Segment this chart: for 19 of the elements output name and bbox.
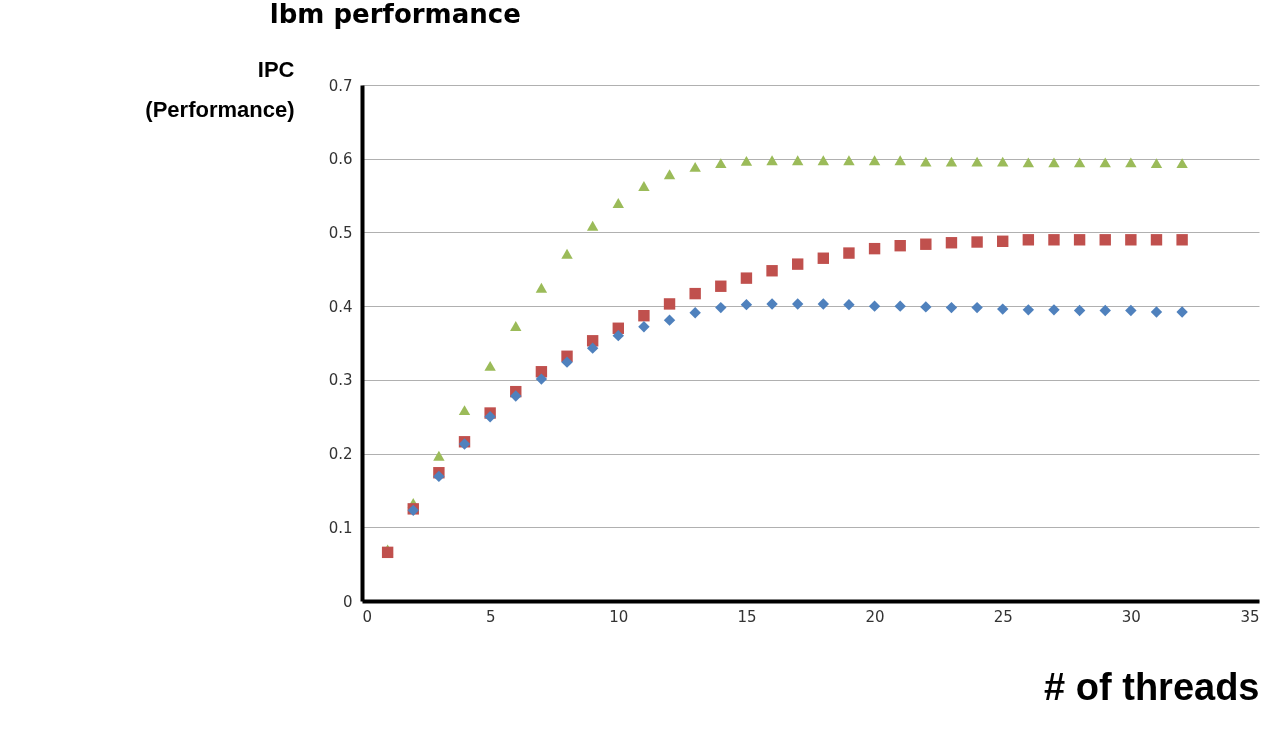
x-tick-label: 10: [609, 607, 629, 626]
y-tick-label: 0.1: [328, 518, 353, 537]
y-tick-label: 0.2: [328, 445, 353, 464]
x-tick-label: 0: [362, 607, 373, 626]
y-tick-label: 0.4: [328, 297, 353, 316]
y-axis-title: IPC (Performance): [145, 56, 295, 122]
x-tick-label: 30: [1121, 607, 1141, 626]
x-tick-label: 5: [485, 607, 496, 626]
y-tick-label: 0: [342, 592, 353, 611]
y-tick-label: 0.5: [328, 223, 353, 242]
y-tick-label: 0.3: [328, 371, 353, 390]
y-tick-label: 0.6: [328, 150, 353, 169]
chart-title: lbm performance: [269, 0, 521, 29]
x-tick-label: 35: [1240, 607, 1260, 626]
x-tick-label: 20: [865, 607, 885, 626]
y-tick-label: 0.7: [328, 76, 353, 95]
x-tick-label: 15: [737, 607, 757, 626]
x-axis-title: # of threads: [1044, 665, 1260, 708]
x-tick-label: 25: [993, 607, 1013, 626]
